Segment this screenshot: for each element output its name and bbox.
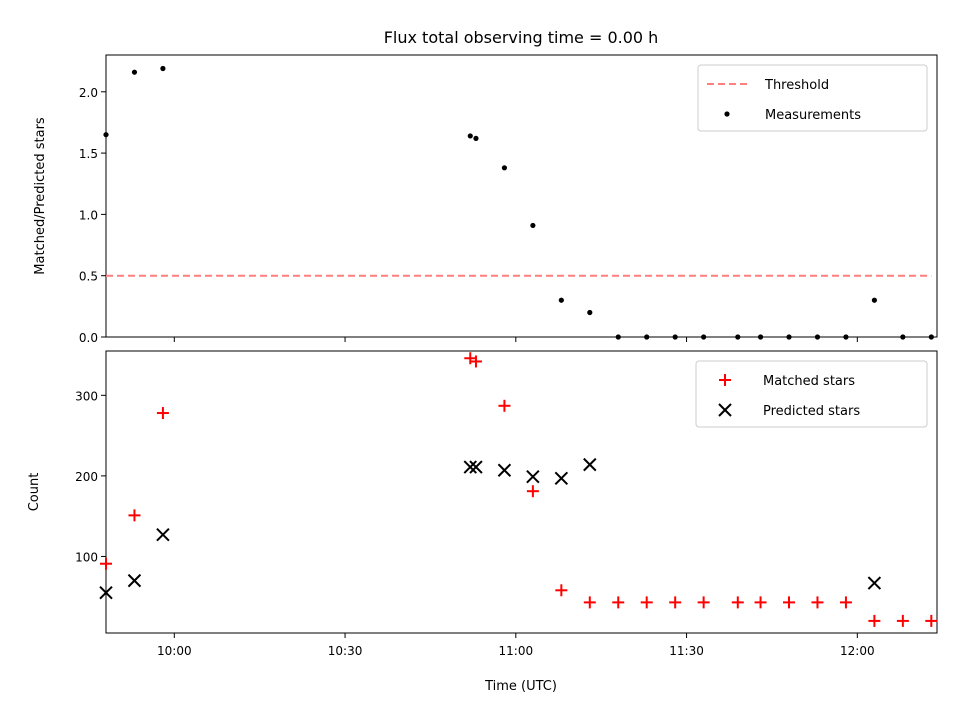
matched-star-point [868, 614, 881, 627]
bottom-x-tick-label: 12:00 [840, 644, 875, 658]
bottom-panel: 10:00 10:30 11:00 11:30 12:00 100 200 300 Count… [27, 350, 938, 694]
matched-star-point [100, 557, 112, 570]
predicted-star-point [463, 460, 477, 474]
predicted-star-point [526, 469, 540, 484]
predicted-star-stroke-b [127, 573, 142, 588]
matched-star-point [498, 399, 511, 412]
matched-star-point [469, 355, 482, 368]
predicted-star-point [156, 527, 170, 542]
predicted-star-stroke-b [497, 463, 512, 477]
matched-star-point [583, 596, 596, 609]
legend-predicted-swatch [718, 403, 732, 417]
top-y-tick-label: 1.0 [79, 208, 98, 222]
measurement-point [530, 222, 536, 229]
top-y-tick-label: 1.5 [79, 147, 98, 161]
measurement-point [467, 133, 473, 139]
measurement-point [558, 297, 564, 303]
predicted-star-point [554, 471, 569, 486]
legend-matched-label: Matched stars [763, 374, 855, 389]
predicted-star-stroke-b [867, 576, 882, 590]
top-legend-box [697, 64, 928, 132]
predicted-star-stroke-b [583, 457, 597, 472]
predicted-star-stroke-b [156, 527, 170, 542]
measurement-point [701, 334, 707, 340]
bottom-y-tick-label: 200 [75, 470, 98, 484]
legend-measurements-label: Measurements [765, 108, 861, 123]
matched-star-point [811, 596, 824, 609]
predicted-star-point [497, 463, 512, 477]
top-legend: Threshold Measurements [697, 64, 928, 132]
bottom-x-tick-label: 11:30 [669, 644, 704, 658]
predicted-star-stroke-b [526, 469, 540, 484]
measurement-point [814, 334, 821, 340]
bottom-x-tick-label: 11:00 [499, 644, 534, 658]
predicted-star-point [99, 586, 113, 600]
measurement-point [160, 65, 166, 72]
measurement-point [615, 334, 621, 340]
measurement-point [871, 297, 877, 303]
top-ylabel: Matched/Predicted stars [33, 117, 48, 275]
measurement-point [473, 135, 479, 141]
matched-star-point [555, 584, 568, 597]
predicted-star-point [127, 573, 142, 588]
predicted-star-stroke-b [99, 586, 113, 600]
predicted-star-point [583, 457, 597, 472]
matched-star-point [839, 596, 852, 609]
predicted-star-point [867, 576, 882, 590]
top-y-tick-label: 0.0 [79, 331, 98, 345]
bottom-y-tick-label: 300 [75, 389, 98, 403]
legend-threshold-label: Threshold [764, 78, 829, 93]
legend-matched-swatch [719, 374, 731, 386]
predicted-star-stroke-b [463, 460, 477, 474]
measurement-point [735, 334, 741, 340]
measurement-point [928, 334, 934, 340]
bottom-ylabel: Count [27, 473, 42, 512]
predicted-star-point [469, 460, 483, 474]
matched-star-point [731, 596, 744, 609]
bottom-y-tick-label: 100 [75, 550, 98, 564]
measurement-point [501, 165, 508, 171]
top-y-tick-label: 2.0 [79, 86, 98, 100]
matched-star-point [697, 596, 710, 609]
matched-star-point [669, 596, 682, 609]
measurement-point [786, 334, 792, 340]
chart-title: Flux total observing time = 0.00 h [384, 28, 659, 47]
matched-star-point [754, 596, 767, 609]
predicted-star-stroke-b [469, 460, 483, 474]
measurement-point [131, 69, 138, 75]
bottom-legend: Matched stars Predicted stars [695, 360, 928, 428]
bottom-legend-box [695, 360, 928, 428]
matched-star-point [128, 509, 141, 522]
top-y-tick-label: 0.5 [79, 270, 98, 284]
measurement-point [587, 309, 593, 316]
legend-measurements-swatch [724, 111, 730, 117]
bottom-xlabel: Time (UTC) [484, 679, 557, 694]
measurement-point [900, 334, 906, 340]
legend-predicted-label: Predicted stars [763, 404, 860, 419]
measurement-point [757, 334, 764, 340]
measurement-point [672, 334, 678, 340]
matched-star-point [783, 596, 796, 609]
bottom-x-tick-label: 10:30 [328, 644, 363, 658]
bottom-x-tick-label: 10:00 [157, 644, 192, 658]
matched-star-point [640, 596, 653, 609]
top-panel: 0.00.51.01.52.0 Matched/Predicted stars … [33, 54, 938, 345]
matched-star-point [526, 485, 539, 498]
matched-star-point [612, 596, 625, 609]
matched-star-point [925, 614, 938, 627]
matched-star-point [156, 407, 169, 420]
predicted-star-stroke-b [554, 471, 569, 486]
measurement-point [103, 132, 109, 138]
measurement-point [843, 334, 849, 340]
measurement-point [644, 334, 650, 340]
matched-star-point [896, 614, 909, 627]
